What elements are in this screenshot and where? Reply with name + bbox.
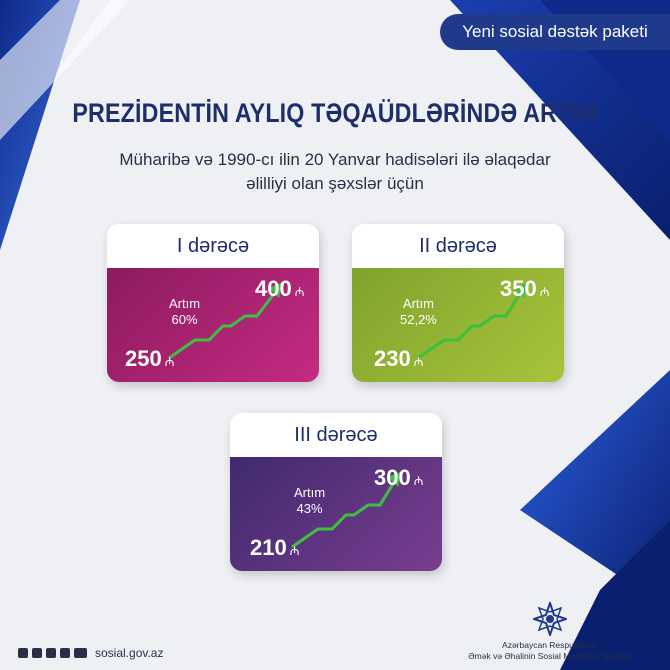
old-amount: 250 ₼ [125, 346, 175, 371]
ministry-emblem-icon [533, 602, 567, 636]
growth-arrow-icon [417, 282, 528, 360]
page-title: PREZİDENTİN AYLIQ TƏQAÜDLƏRİNDƏ ARTIM [72, 98, 598, 128]
manat-icon: ₼ [539, 285, 550, 299]
facebook-icon[interactable] [18, 648, 28, 658]
increase-label: Artım 43% [294, 485, 326, 516]
card-body: Artım 43% 210 ₼ 300 ₼ [230, 457, 442, 571]
card-degree-3: III dərəcə Artım 43% 210 ₼ 300 ₼ [230, 413, 442, 571]
header-badge: Yeni sosial dəstək paketi [440, 14, 670, 50]
ministry-logo: Azərbaycan Respublikası Əmək və Əhalinin… [450, 602, 650, 662]
subtitle-line-1: Müharibə və 1990-cı ilin 20 Yanvar hadis… [119, 150, 551, 169]
manat-icon: ₼ [164, 355, 175, 369]
ministry-line-1: Azərbaycan Respublikası [502, 640, 598, 650]
card-title: I dərəcə [107, 224, 319, 268]
card-title: III dərəcə [230, 413, 442, 457]
subtitle-line-2: əlilliyi olan şəxslər üçün [246, 174, 424, 193]
card-degree-1: I dərəcə Artım 60% 250 ₼ 400 ₼ [107, 224, 319, 382]
growth-arrow-icon [168, 282, 283, 360]
page-subtitle: Müharibə və 1990-cı ilin 20 Yanvar hadis… [0, 148, 670, 196]
card-body: Artım 52,2% 230 ₼ 350 ₼ [352, 268, 564, 382]
card-body: Artım 60% 250 ₼ 400 ₼ [107, 268, 319, 382]
footer-social: sosial.gov.az [18, 646, 163, 660]
manat-icon: ₼ [413, 474, 424, 488]
manat-icon: ₼ [289, 544, 300, 558]
instagram-icon[interactable] [32, 648, 42, 658]
twitter-icon[interactable] [60, 648, 70, 658]
youtube-icon[interactable] [74, 648, 87, 658]
old-amount: 210 ₼ [250, 535, 300, 560]
telegram-icon[interactable] [46, 648, 56, 658]
growth-arrow-icon [291, 471, 402, 549]
card-title: II dərəcə [352, 224, 564, 268]
website-link[interactable]: sosial.gov.az [95, 646, 164, 660]
new-amount: 400 ₼ [255, 276, 305, 301]
manat-icon: ₼ [413, 355, 424, 369]
old-amount: 230 ₼ [374, 346, 424, 371]
new-amount: 350 ₼ [500, 276, 550, 301]
increase-label: Artım 52,2% [400, 296, 437, 327]
card-degree-2: II dərəcə Artım 52,2% 230 ₼ 350 ₼ [352, 224, 564, 382]
manat-icon: ₼ [294, 285, 305, 299]
new-amount: 300 ₼ [374, 465, 424, 490]
increase-label: Artım 60% [169, 296, 201, 327]
ministry-line-2: Əmək və Əhalinin Sosial Müdafiəsi Nazirl… [468, 651, 632, 661]
